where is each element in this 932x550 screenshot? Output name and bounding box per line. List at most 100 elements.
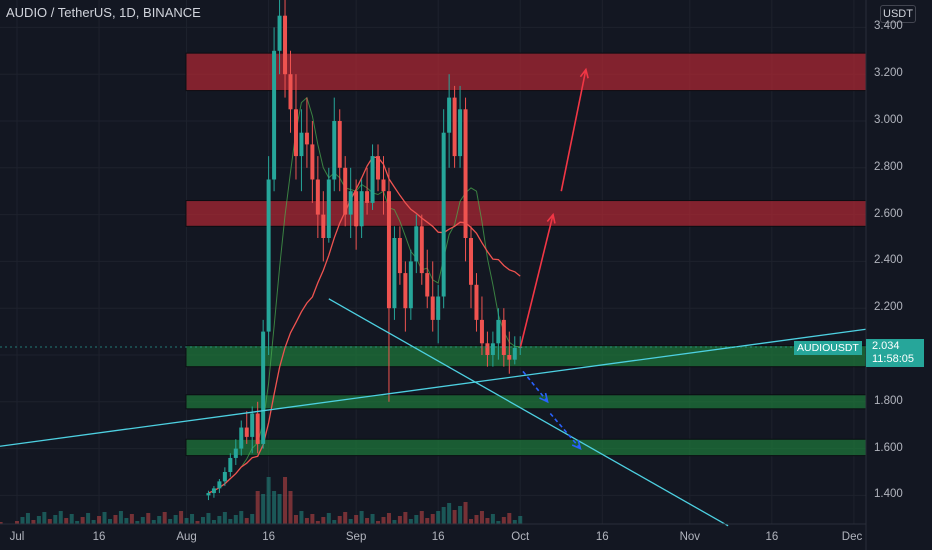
volume-bar (0, 522, 3, 524)
candle-body (496, 319, 501, 344)
candle-body (326, 179, 331, 238)
volume-bar (419, 511, 424, 524)
candle-body (408, 261, 413, 309)
candle-body (217, 481, 222, 489)
volume-bar (447, 503, 452, 524)
moving-averages (208, 96, 521, 494)
volume-bar (370, 514, 375, 524)
candle-body (244, 427, 249, 437)
volume-bar (64, 518, 69, 524)
candle-body (397, 238, 402, 274)
volume-bar (244, 518, 249, 524)
volume-bar (261, 494, 266, 524)
candle-body (228, 457, 233, 472)
volume-bar (58, 511, 63, 524)
candle-body (233, 448, 238, 458)
candle-body (321, 214, 326, 238)
bullish-arrow-2 (560, 69, 587, 192)
price-tick-label: 2.600 (874, 207, 903, 220)
volume-bar (315, 521, 320, 524)
price-tick-label: 2.200 (874, 301, 903, 314)
volume-bar (463, 502, 468, 524)
volume-bar (485, 518, 490, 524)
candle-body (365, 191, 370, 203)
price-tick-label: 1.400 (874, 488, 903, 501)
time-tick-label: Dec (841, 531, 863, 543)
volume-bar (140, 517, 145, 524)
currency-button[interactable]: USDT (880, 5, 916, 23)
price-tick-label: 2.800 (874, 160, 903, 173)
volume-bar (118, 511, 123, 524)
volume-bar (403, 512, 408, 524)
volume-bar (25, 513, 30, 524)
candle-body (469, 238, 474, 285)
volume-bar (135, 521, 140, 524)
candle-body (310, 144, 315, 180)
volume-bar (452, 510, 457, 524)
time-tick-label: Oct (511, 531, 530, 543)
volume-bar (195, 521, 200, 524)
time-tick-label: 16 (262, 531, 276, 543)
volume-bar (277, 494, 282, 524)
bar-countdown: 11:58:05 (872, 353, 915, 365)
bullish-arrow-1-head (546, 212, 556, 224)
candle-body (441, 132, 446, 297)
ma-fast-line (208, 96, 521, 494)
volume-bar (507, 513, 512, 524)
candle-body (430, 296, 435, 320)
candle-body (485, 343, 490, 355)
time-tick-label: Jul (9, 531, 25, 543)
candle-body (376, 156, 381, 180)
time-tick-label: Aug (176, 531, 197, 543)
resistance-zone (185, 52, 867, 92)
candle-body (403, 273, 408, 309)
volume-bar (458, 506, 463, 524)
candle-body (479, 319, 484, 344)
candle-body (370, 156, 375, 203)
last-price-label: 2.034 11:58:05 (866, 339, 924, 367)
time-tick-label: 16 (765, 531, 779, 543)
volume-bar (113, 515, 118, 524)
volume-bar (228, 519, 233, 524)
volume-bar (124, 518, 129, 524)
volume-bar (86, 513, 91, 524)
volume-bar (354, 515, 359, 524)
volume-bar (173, 515, 178, 524)
volume-bar (299, 511, 304, 524)
volume-bar (414, 515, 419, 524)
candle-body (211, 488, 216, 494)
candle-body (255, 413, 260, 444)
candle-body (512, 347, 517, 360)
price-tick-label: 3.000 (874, 114, 903, 126)
candle-body (343, 167, 348, 215)
volume-bar (376, 521, 381, 524)
candle-body (425, 273, 430, 297)
volume-bar (310, 514, 315, 524)
volume-bar (239, 511, 244, 524)
volume-bar (518, 516, 523, 524)
candle-body (239, 427, 244, 449)
candle-body (381, 179, 386, 192)
bearish-arrow-2 (549, 412, 582, 450)
volume-bar (365, 518, 370, 524)
candle-body (354, 191, 359, 227)
volume-bar (501, 517, 506, 524)
volume-bar (75, 521, 80, 524)
volume-bar (80, 517, 85, 524)
candle-body (386, 191, 391, 309)
volume-bar (293, 515, 298, 524)
volume-bar (436, 511, 441, 524)
volume-bar (222, 512, 227, 524)
candle-body (452, 97, 457, 157)
candle-body (304, 132, 309, 145)
volume-bar (430, 514, 435, 524)
volume-bar (146, 513, 151, 524)
volume-bar (321, 517, 326, 524)
candle-body (507, 355, 512, 360)
bearish-arrow-1-head (539, 392, 549, 404)
symbol-label: AUDIOUSDT (794, 341, 862, 355)
chart-title: AUDIO / TetherUS, 1D, BINANCE (6, 5, 201, 20)
volume-bar (217, 516, 222, 524)
candle-body (414, 226, 419, 262)
